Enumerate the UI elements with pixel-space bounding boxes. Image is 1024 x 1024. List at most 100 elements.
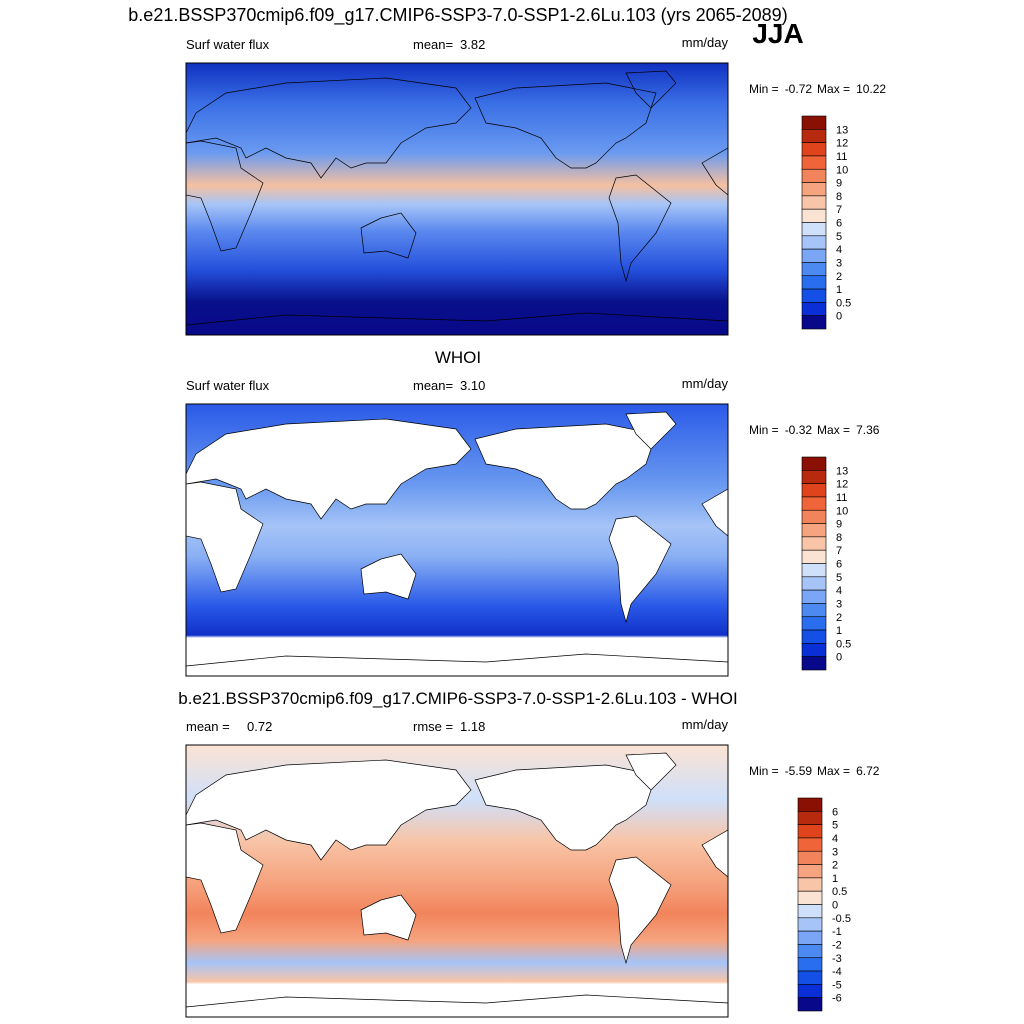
colorbar-box: [797, 797, 823, 812]
colorbar-label: 8: [836, 532, 842, 544]
colorbar-label: 2: [836, 612, 842, 624]
left-label: Surf water flux: [186, 37, 270, 52]
min: -5.59: [785, 764, 813, 778]
colorbar-label: 5: [836, 572, 842, 584]
colorbar-label: 0: [836, 311, 842, 323]
colorbar-box: [801, 222, 827, 237]
colorbar-box: [801, 248, 827, 263]
season-label: JJA: [752, 18, 803, 49]
colorbar-box: [801, 168, 827, 183]
colorbar-label: -4: [832, 966, 842, 978]
colorbar-label: 3: [832, 846, 838, 858]
min: -0.32: [785, 423, 813, 437]
colorbar-label: 11: [836, 151, 847, 163]
colorbar-box: [801, 275, 827, 290]
colorbar-label: 2: [836, 271, 842, 283]
colorbar-box: [801, 589, 827, 604]
colorbar-label: 1: [832, 873, 838, 885]
colorbar-box: [797, 984, 823, 998]
max: 10.22: [856, 82, 886, 96]
colorbar-box: [797, 904, 823, 919]
colorbar-box: [797, 997, 823, 1012]
colorbar-box: [801, 315, 827, 330]
colorbar-label: 11: [836, 492, 847, 504]
colorbar-box: [801, 509, 827, 524]
min-label: Min =: [749, 764, 779, 778]
colorbar-label: -2: [832, 939, 842, 951]
stat-label: rmse =: [413, 719, 453, 734]
colorbar-box: [801, 182, 827, 197]
max-label: Max =: [817, 764, 850, 778]
colorbar-label: 4: [836, 585, 842, 597]
min: -0.72: [785, 82, 813, 96]
colorbar-box: [797, 930, 823, 945]
colorbar-label: 6: [836, 559, 842, 571]
max-label: Max =: [817, 423, 850, 437]
stat-label: mean=: [413, 378, 453, 393]
min-max: Min = -5.59 Max = 6.72: [749, 764, 880, 778]
colorbar-label: 7: [836, 204, 842, 216]
colorbar-label: -5: [832, 979, 842, 991]
colorbar-label: 5: [832, 820, 838, 832]
colorbar-label: -1: [832, 926, 842, 938]
colorbar-label: 6: [832, 806, 838, 818]
colorbar-box: [797, 864, 823, 879]
colorbar-label: 9: [836, 519, 842, 531]
min-label: Min =: [749, 423, 779, 437]
max: 6.72: [856, 764, 880, 778]
colorbar-label: 8: [836, 191, 842, 203]
colorbar-box: [797, 957, 823, 972]
units: mm/day: [682, 717, 729, 732]
colorbar-label: 10: [836, 505, 848, 517]
colorbar-label: 6: [836, 218, 842, 230]
colorbar-box: [801, 302, 827, 316]
colorbar-label: 4: [832, 833, 838, 845]
colorbar-box: [797, 811, 823, 825]
map-frame: [185, 62, 729, 336]
colorbar-box: [801, 115, 827, 130]
colorbar-box: [797, 837, 823, 852]
colorbar-box: [801, 142, 827, 157]
colorbar-box: [801, 563, 827, 578]
colorbar-label: 4: [836, 244, 842, 256]
colorbar-box: [797, 824, 823, 839]
figure-title: b.e21.BSSP370cmip6.f09_g17.CMIP6-SSP3-7.…: [128, 5, 787, 26]
stat-value: 1.18: [460, 719, 485, 734]
panel-heading: b.e21.BSSP370cmip6.f09_g17.CMIP6-SSP3-7.…: [178, 689, 737, 708]
colorbar-box: [801, 483, 827, 498]
min-max: Min = -0.32 Max = 7.36: [749, 423, 880, 437]
units: mm/day: [682, 35, 729, 50]
colorbar-label: 1: [836, 625, 842, 637]
colorbar-box: [797, 917, 823, 932]
map-frame: [185, 403, 729, 677]
colorbar-box: [801, 470, 827, 484]
colorbar-label: 13: [836, 465, 848, 477]
colorbar-box: [801, 129, 827, 143]
colorbar-label: 1: [836, 284, 842, 296]
left-value: 0.72: [247, 719, 272, 734]
colorbar-label: -6: [832, 993, 842, 1005]
colorbar-box: [801, 288, 827, 303]
left-label: mean =: [186, 719, 230, 734]
min-label: Min =: [749, 82, 779, 96]
colorbar-label: -0.5: [832, 913, 851, 925]
colorbar-label: 0: [832, 900, 838, 912]
colorbar-box: [801, 208, 827, 223]
left-label: Surf water flux: [186, 378, 270, 393]
colorbar-box: [801, 536, 827, 551]
min-max: Min = -0.72 Max = 10.22: [749, 82, 886, 96]
colorbar-label: 0: [836, 652, 842, 664]
colorbar-box: [797, 890, 823, 905]
colorbar-label: 12: [836, 138, 848, 150]
stat-value: 3.10: [460, 378, 485, 393]
colorbar-box: [801, 629, 827, 644]
map-frame: [185, 744, 729, 1018]
colorbar-box: [801, 549, 827, 564]
colorbar-box: [801, 656, 827, 671]
units: mm/day: [682, 376, 729, 391]
colorbar-label: 3: [836, 257, 842, 269]
colorbar-box: [801, 262, 827, 277]
colorbar-box: [801, 523, 827, 538]
colorbar-box: [801, 643, 827, 657]
